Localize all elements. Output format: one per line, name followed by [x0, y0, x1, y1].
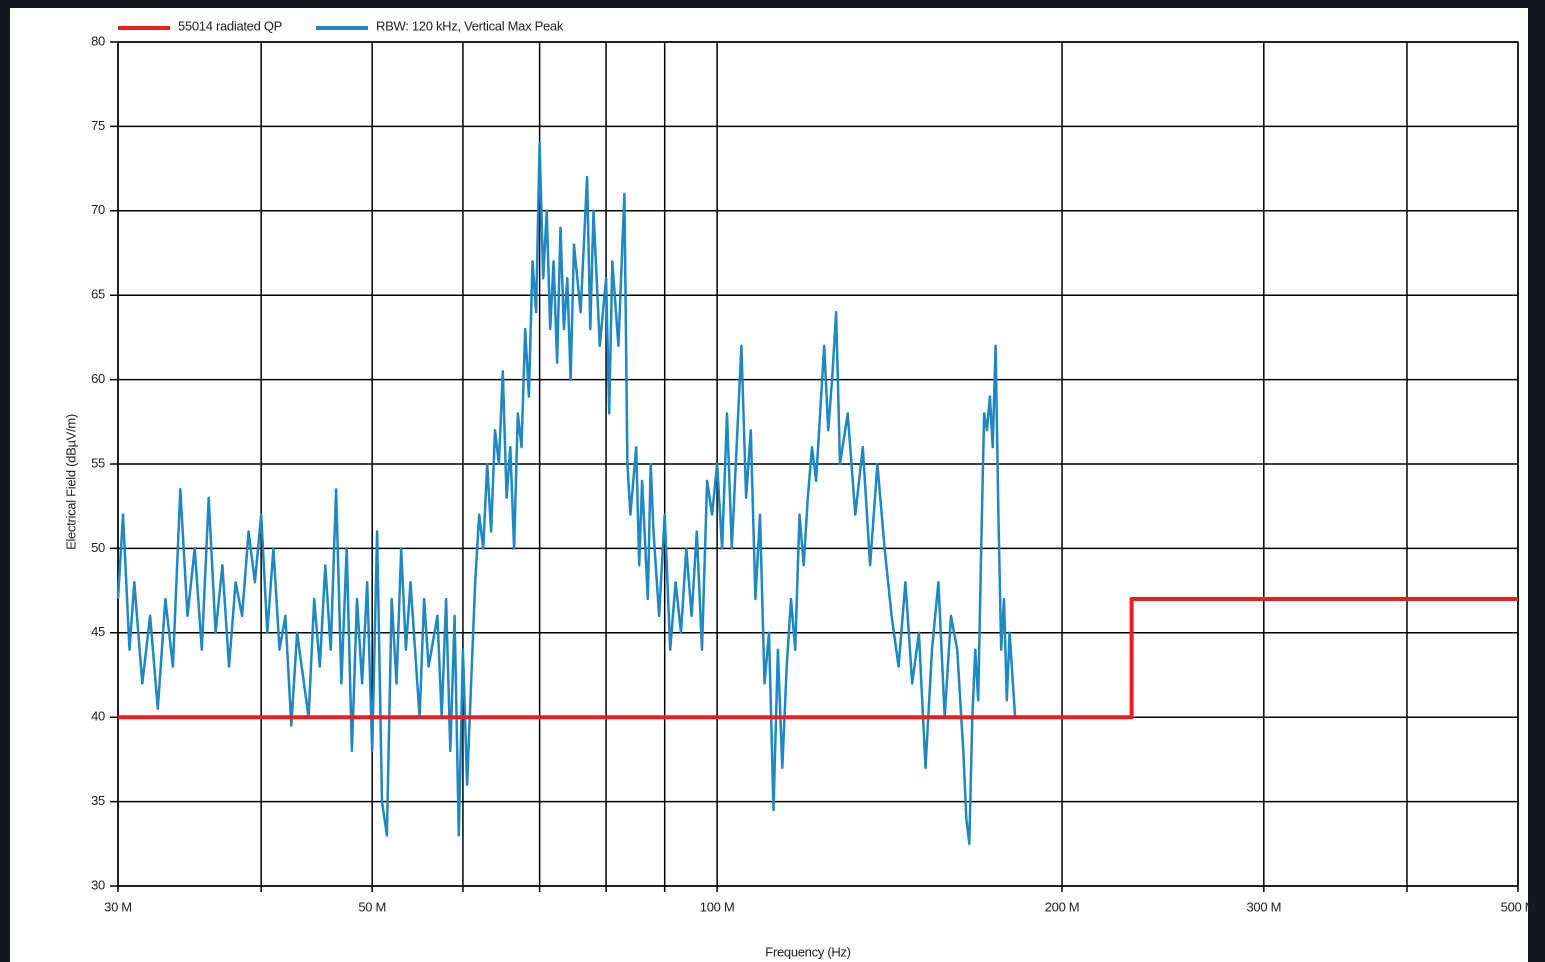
y-tick-label: 40: [91, 709, 105, 724]
y-tick-label: 75: [91, 118, 105, 133]
plot-border: [117, 41, 1519, 887]
x-tick-label: 100 M: [700, 899, 735, 914]
legend-label: RBW: 120 kHz, Vertical Max Peak: [376, 18, 564, 33]
y-tick-label: 35: [91, 793, 105, 808]
y-tick-label: 80: [91, 33, 105, 48]
y-axis-label: Electrical Field (dBµV/m): [63, 414, 78, 550]
data-line: [116, 142, 1017, 846]
y-tick-label: 30: [91, 877, 105, 892]
x-tick-label: 50 M: [358, 899, 386, 914]
y-tick-label: 50: [91, 540, 105, 555]
x-tick-label: 300 M: [1246, 899, 1281, 914]
y-tick-label: 55: [91, 455, 105, 470]
x-tick-label: 200 M: [1045, 899, 1080, 914]
data-line: [118, 597, 1518, 720]
y-tick-label: 60: [91, 371, 105, 386]
legend-label: 55014 radiated QP: [178, 18, 282, 33]
y-tick-label: 70: [91, 202, 105, 217]
x-tick-label: 500 M: [1501, 899, 1536, 914]
x-tick-label: 30 M: [104, 899, 132, 914]
chart-background: [10, 8, 1528, 962]
x-axis-label: Frequency (Hz): [765, 944, 850, 959]
y-tick-label: 65: [91, 287, 105, 302]
y-tick-label: 45: [91, 624, 105, 639]
